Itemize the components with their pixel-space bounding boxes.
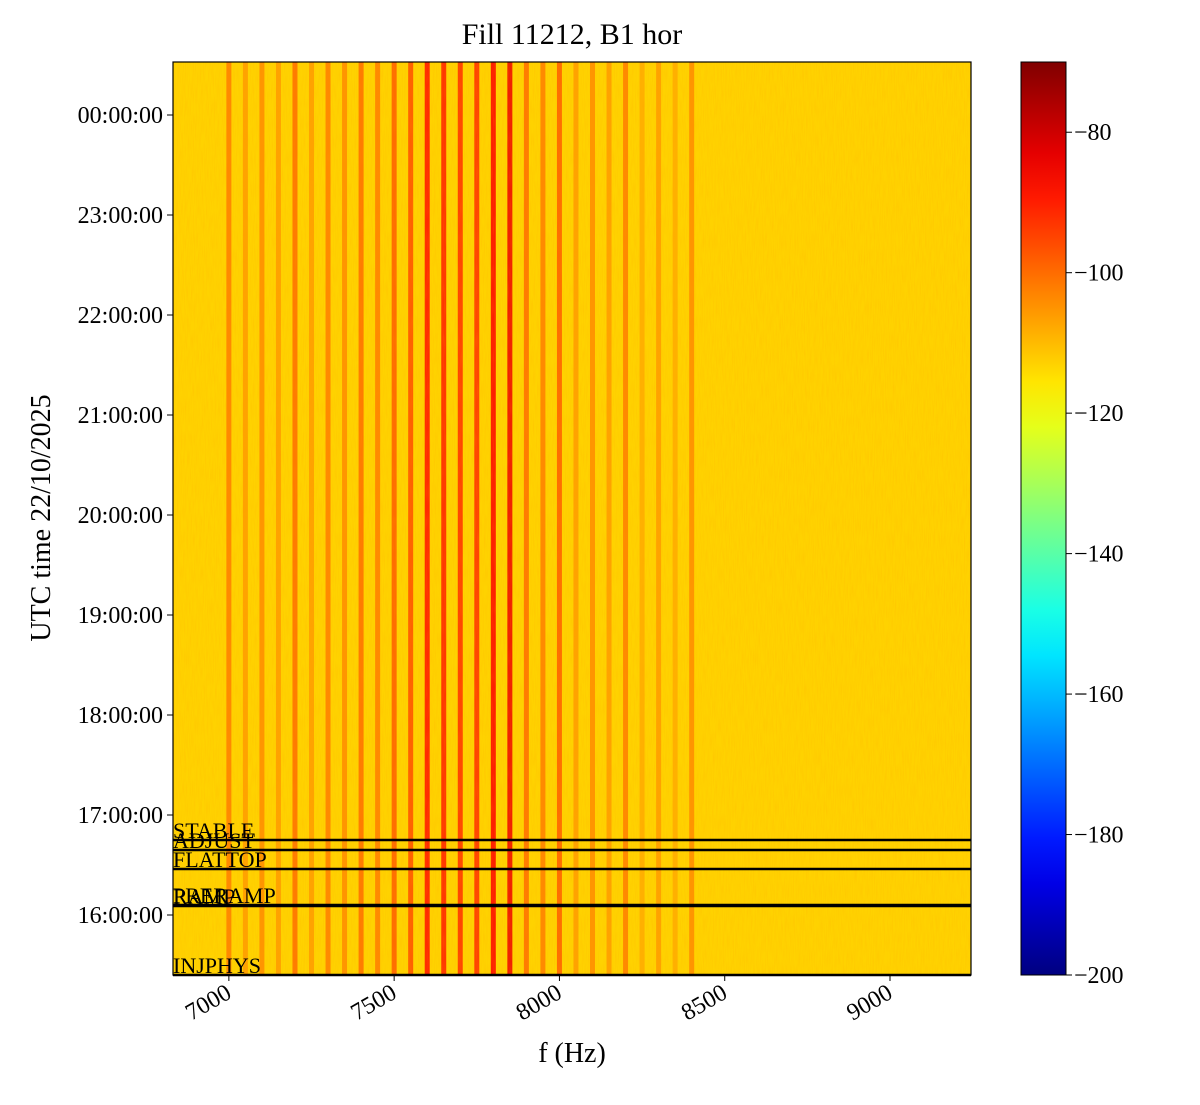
x-tick-label: 7500 (347, 980, 402, 1027)
chart-title: Fill 11212, B1 hor (462, 18, 683, 51)
mode-label: STABLE (173, 818, 254, 843)
x-axis-label: f (Hz) (538, 1038, 606, 1069)
y-tick-label: 21:00:00 (78, 403, 163, 429)
y-tick-label: 18:00:00 (78, 703, 163, 729)
y-axis-label: UTC time 22/10/2025 (26, 394, 57, 641)
y-tick-label: 23:00:00 (78, 203, 163, 229)
colorbar-tick-label: −140 (1074, 542, 1124, 568)
x-tick-label: 7000 (181, 980, 236, 1027)
plot-frame (172, 61, 972, 976)
y-tick-label: 17:00:00 (78, 803, 163, 829)
mode-label: ADJUST (173, 828, 255, 853)
y-tick-label: 20:00:00 (78, 503, 163, 529)
colorbar (1020, 61, 1067, 976)
x-tick-label: 9000 (842, 980, 897, 1027)
mode-label: INJPHYS (173, 953, 261, 978)
mode-label: PRERAMP (173, 883, 276, 908)
colorbar-tick-label: −160 (1074, 682, 1124, 708)
y-tick-label: 16:00:00 (78, 903, 163, 929)
x-tick-label: 8500 (677, 980, 732, 1027)
y-tick-label: 00:00:00 (78, 103, 163, 129)
colorbar-tick-label: −80 (1074, 120, 1112, 146)
x-tick-label: 8000 (512, 980, 567, 1027)
colorbar-tick-label: −180 (1074, 823, 1124, 849)
mode-label: FLATTOP (173, 847, 267, 872)
noise-texture (173, 62, 971, 975)
mode-label: RAMP (173, 884, 235, 909)
colorbar-tick-label: −100 (1074, 261, 1124, 287)
y-tick-label: 19:00:00 (78, 603, 163, 629)
y-tick-label: 22:00:00 (78, 303, 163, 329)
colorbar-tick-label: −200 (1074, 963, 1124, 989)
colorbar-tick-label: −120 (1074, 401, 1124, 427)
